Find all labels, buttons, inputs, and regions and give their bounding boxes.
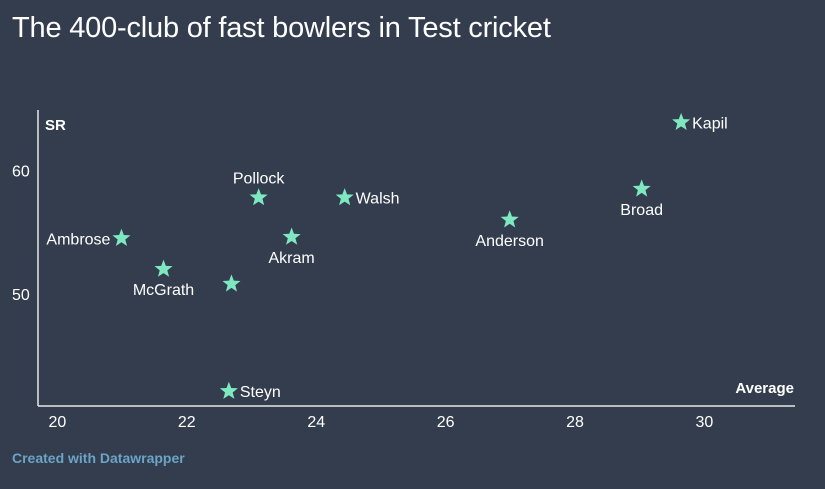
star-marker	[112, 228, 131, 246]
star-marker	[500, 210, 519, 228]
point-label: Steyn	[240, 384, 281, 401]
star-marker	[154, 259, 173, 277]
x-tick-label: 28	[566, 414, 584, 431]
y-tick-label: 50	[12, 287, 30, 304]
chart-title: The 400-club of fast bowlers in Test cri…	[12, 12, 551, 44]
point-label: Walsh	[356, 191, 400, 208]
x-tick-label: 20	[49, 414, 67, 431]
axes	[37, 110, 795, 407]
point-label: McGrath	[133, 282, 194, 299]
star-marker	[632, 179, 651, 197]
x-tick-label: 22	[178, 414, 196, 431]
tick-labels: 20 22 24 26 28 30 50 60 SR Average	[12, 117, 794, 431]
star-marker	[672, 112, 691, 131]
x-tick-label: 26	[437, 414, 455, 431]
star-marker	[222, 274, 241, 292]
y-tick-label: 60	[12, 163, 30, 180]
star-marker	[282, 227, 301, 245]
point-label: Akram	[269, 250, 315, 267]
x-axis-label: Average	[735, 380, 794, 397]
point-labels: Kapil Broad Anderson Walsh Pollock Akram Ambro…	[46, 115, 727, 401]
data-points	[112, 112, 691, 399]
datawrapper-credit-link[interactable]: Created with Datawrapper	[12, 450, 185, 466]
x-tick-label: 30	[696, 414, 714, 431]
x-tick-label: 24	[307, 414, 325, 431]
star-marker	[249, 188, 268, 206]
point-label: Ambrose	[46, 231, 110, 248]
point-label: Kapil	[692, 115, 728, 132]
point-label: Anderson	[475, 233, 544, 250]
y-axis-label: SR	[45, 117, 66, 134]
point-label: Pollock	[233, 171, 286, 188]
star-marker	[335, 188, 354, 206]
point-label: Broad	[620, 202, 663, 219]
star-marker	[219, 381, 238, 399]
